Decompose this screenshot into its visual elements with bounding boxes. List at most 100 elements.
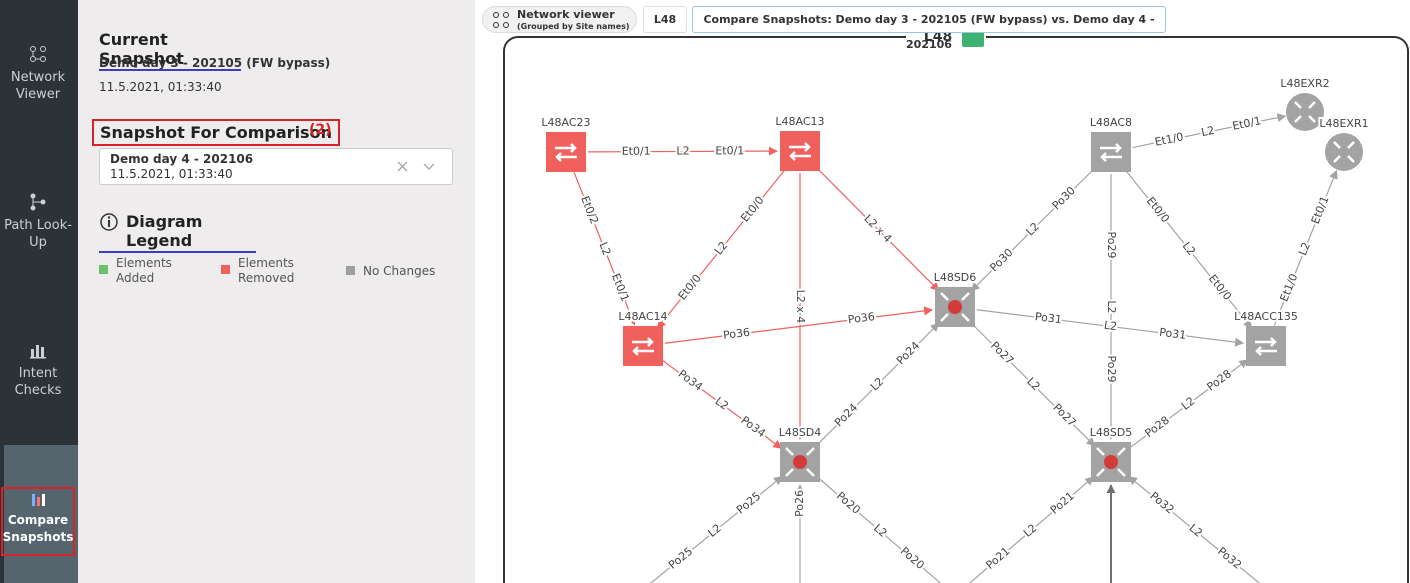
node-icon bbox=[1255, 337, 1277, 356]
select-time: 11.5.2021, 01:33:40 bbox=[110, 167, 233, 181]
edge-label: L2 x 4 bbox=[794, 290, 807, 324]
select-controls[interactable] bbox=[394, 157, 444, 177]
node-shape bbox=[1325, 133, 1363, 171]
group-badge bbox=[962, 30, 984, 47]
edge-label: L2 bbox=[1103, 319, 1118, 334]
heading: Snapshot For Comparison bbox=[92, 119, 340, 146]
legend-item: Elements Removed bbox=[221, 256, 318, 286]
node-label: L48AC14 bbox=[618, 310, 667, 323]
node-dot bbox=[793, 455, 807, 469]
node[interactable]: L48SD6 bbox=[932, 269, 978, 327]
node-icon bbox=[1294, 101, 1316, 123]
icon bbox=[493, 12, 509, 28]
edge-label: Po31 bbox=[1034, 310, 1062, 326]
nav-item[interactable]: Compare Snapshots bbox=[0, 492, 76, 546]
edge bbox=[664, 306, 934, 344]
legend-item: Elements Added bbox=[99, 256, 196, 286]
tab-label: Network viewer bbox=[517, 8, 615, 21]
node-shape bbox=[1286, 93, 1324, 131]
edge bbox=[1273, 169, 1338, 326]
icon bbox=[30, 345, 46, 359]
nav-label: Network Viewer bbox=[10, 70, 66, 102]
node-label: L48AC13 bbox=[775, 115, 824, 128]
node[interactable]: L48AC23 bbox=[539, 114, 593, 172]
node-label: L48EXR2 bbox=[1280, 77, 1329, 90]
highlight-box bbox=[1, 487, 75, 556]
icon bbox=[30, 46, 46, 62]
node[interactable]: L48AC8 bbox=[1088, 114, 1134, 172]
marker: (2) bbox=[309, 122, 332, 138]
edge-label: Po36 bbox=[722, 326, 750, 342]
snapshot-time: 11.5.2021, 01:33:40 bbox=[99, 80, 222, 94]
node-dot bbox=[948, 300, 962, 314]
edge-label: Po36 bbox=[847, 310, 875, 326]
node-shape bbox=[1246, 326, 1286, 366]
edge-label: L2 bbox=[1200, 124, 1215, 139]
snapshot-select[interactable]: Demo day 4 - 202106 11.5.2021, 01:33:40 bbox=[99, 148, 453, 185]
edge bbox=[660, 358, 783, 449]
node-icon bbox=[1096, 447, 1126, 477]
tab-sublabel: (Grouped by Site names) bbox=[517, 22, 630, 31]
edge bbox=[976, 309, 1245, 347]
edge bbox=[1132, 113, 1287, 149]
legend-swatch bbox=[99, 265, 108, 274]
edge bbox=[815, 166, 940, 292]
node[interactable]: L48SD5 bbox=[1088, 424, 1134, 482]
node[interactable]: L48EXR1 bbox=[1317, 115, 1371, 171]
node-label: L48SD4 bbox=[779, 426, 822, 439]
node[interactable]: L48SD4 bbox=[777, 424, 823, 482]
node-icon bbox=[940, 292, 970, 322]
edge bbox=[1128, 475, 1261, 583]
edge-label: Po29 bbox=[1105, 356, 1118, 383]
edge-label: Po31 bbox=[1159, 326, 1187, 342]
node[interactable]: L48ACC135 bbox=[1232, 308, 1300, 366]
edge-label: Et0/1 bbox=[622, 145, 651, 158]
nav-item[interactable]: Path Look-Up bbox=[0, 193, 76, 251]
active-highlight bbox=[4, 445, 78, 583]
icon bbox=[30, 193, 46, 211]
node-icon bbox=[555, 143, 577, 162]
node-label: L48AC23 bbox=[541, 116, 590, 129]
legend-swatch bbox=[346, 266, 355, 275]
legend-label: Elements Added bbox=[116, 256, 172, 285]
node[interactable]: L48EXR2 bbox=[1278, 75, 1332, 131]
edge bbox=[970, 167, 1096, 292]
nav-item[interactable]: Network Viewer bbox=[0, 45, 76, 103]
nodes: L48AC23 L48AC13 L48AC8 L48EXR2 L48EXR1 L48SD6… bbox=[539, 75, 1371, 482]
node-shape bbox=[623, 326, 663, 366]
node-icon bbox=[1100, 143, 1122, 162]
legend-label: Elements Removed bbox=[238, 256, 295, 285]
node-label: L48SD6 bbox=[934, 271, 977, 284]
info-icon bbox=[100, 213, 118, 231]
snapshot-name: Demo day 3 - 202105 (FW bypass) bbox=[99, 56, 331, 70]
edge-label: Po29 bbox=[1105, 232, 1118, 259]
node[interactable]: L48AC13 bbox=[773, 113, 827, 171]
tab[interactable]: Compare Snapshots: Demo day 3 - 202105 (… bbox=[692, 6, 1166, 51]
panel: Current Snapshot Demo day 3 - 202105 (FW… bbox=[78, 0, 475, 583]
group-label: L48 bbox=[924, 29, 952, 45]
edge bbox=[968, 476, 1095, 583]
node-dot bbox=[1104, 455, 1118, 469]
node-shape bbox=[546, 132, 586, 172]
nav-item[interactable]: Intent Checks bbox=[0, 343, 76, 399]
node-icon bbox=[785, 447, 815, 477]
node-label: L48EXR1 bbox=[1319, 117, 1368, 130]
node-label: L48AC8 bbox=[1090, 116, 1132, 129]
tab[interactable]: L48 bbox=[643, 6, 687, 33]
tab[interactable]: Network viewer (Grouped by Site names) bbox=[482, 6, 637, 33]
nav-label: Path Look-Up bbox=[4, 218, 72, 250]
node[interactable]: L48AC14 bbox=[616, 308, 670, 366]
legend-swatch bbox=[221, 265, 230, 274]
heading: Current Snapshot bbox=[99, 30, 241, 71]
node-icon bbox=[789, 142, 811, 161]
edge-label: Et0/1 bbox=[715, 144, 744, 157]
edge-label: L2 bbox=[676, 144, 689, 157]
heading: Diagram Legend bbox=[99, 212, 256, 253]
edge bbox=[573, 172, 636, 326]
edge bbox=[1124, 168, 1253, 329]
nav-label: Compare Snapshots bbox=[2, 513, 74, 544]
legend-label: No Changes bbox=[363, 264, 436, 278]
edge bbox=[816, 475, 942, 583]
